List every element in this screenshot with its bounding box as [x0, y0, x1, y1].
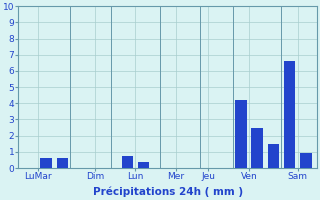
Bar: [40, 158, 52, 168]
Bar: [138, 162, 149, 168]
Bar: [284, 61, 295, 168]
Bar: [300, 153, 312, 168]
Bar: [57, 158, 68, 168]
X-axis label: Précipitations 24h ( mm ): Précipitations 24h ( mm ): [93, 187, 243, 197]
Bar: [235, 100, 247, 168]
Bar: [268, 144, 279, 168]
Bar: [252, 128, 263, 168]
Bar: [122, 156, 133, 168]
